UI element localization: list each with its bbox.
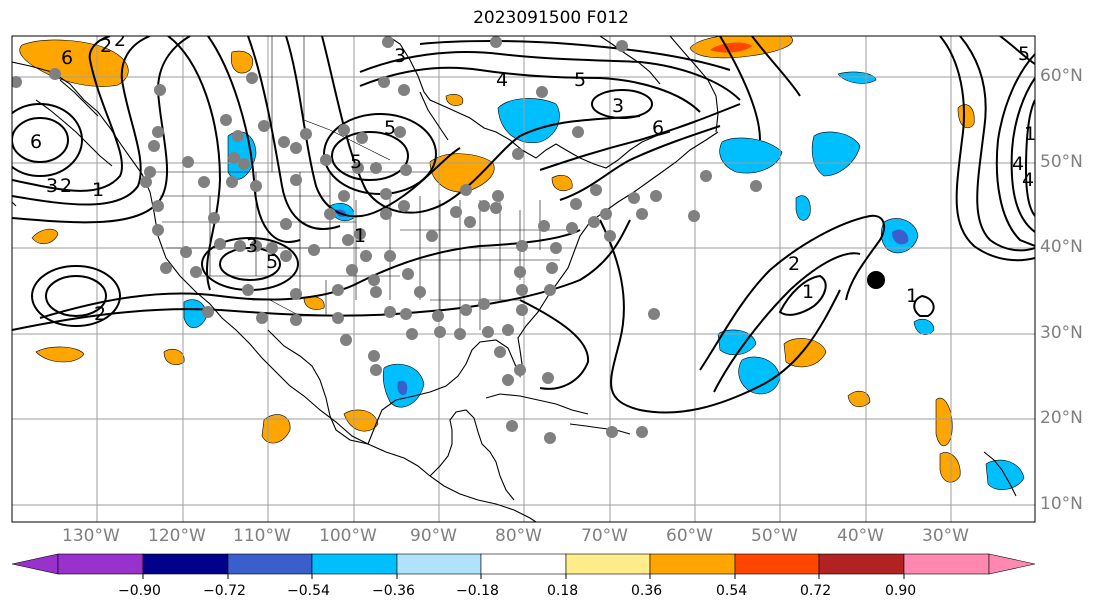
contour-label: 1: [802, 281, 814, 303]
colorbar-extend-min: [11, 553, 59, 575]
contour-label: 4: [1012, 153, 1024, 175]
map-frame: [11, 35, 1036, 523]
colorbar-tick-label: 0.18: [547, 583, 579, 599]
contour-label: 2: [114, 29, 126, 51]
colorbar: [11, 553, 1036, 579]
colorbar-swatch: [142, 553, 229, 575]
colorbar-swatch: [734, 553, 820, 575]
map-title: 2023091500 F012: [473, 8, 629, 28]
contour-label: 5: [266, 251, 278, 273]
contour-label: 1: [354, 225, 366, 247]
contour-label: 4: [1022, 169, 1034, 191]
positive-anomaly-patch: [261, 414, 291, 444]
contour-label: 4: [496, 69, 508, 91]
contour-label: 5: [1018, 43, 1030, 65]
colorbar-swatch: [649, 553, 736, 575]
colorbar-swatch: [227, 553, 313, 575]
latitude-label: 60°N: [1040, 66, 1083, 86]
colorbar-swatch: [396, 553, 482, 575]
longitude-label: 70°W: [581, 526, 628, 546]
positive-anomaly-patch: [163, 349, 185, 365]
contour-value-labels: 6 2 2 1 3 2 6 4 5 3 6 3 5 1 3 2 5 5 2 1 …: [30, 29, 1036, 325]
positive-anomaly-patch: [35, 346, 85, 363]
negative-anomaly-patch: [717, 329, 757, 356]
contour-label: 3: [246, 235, 258, 257]
positive-anomaly-patch: [343, 409, 379, 432]
negative-anomaly-core: [397, 380, 408, 396]
colorbar-tick-label: −0.54: [287, 583, 330, 599]
positive-anomaly-patch: [445, 94, 464, 106]
colorbar-swatch: [903, 553, 990, 575]
contour-label: 6: [652, 117, 664, 139]
positive-anomaly-patch: [551, 175, 573, 191]
positive-anomaly-patch: [957, 104, 975, 129]
positive-anomaly-patch: [230, 50, 254, 74]
contour-label: 2: [100, 35, 112, 57]
latitude-label: 20°N: [1040, 408, 1083, 428]
contour-label: 3: [612, 95, 624, 117]
contour-label: 2: [60, 175, 72, 197]
latitude-label: 40°N: [1040, 237, 1083, 257]
contour-label: 1: [906, 285, 918, 307]
longitude-label: 30°W: [922, 526, 969, 546]
positive-anomaly-patch: [19, 39, 129, 87]
negative-anomaly-patch: [183, 299, 207, 329]
positive-anomaly-patch: [31, 228, 59, 245]
contour-label: 5: [384, 117, 396, 139]
negative-anomaly-core: [892, 229, 909, 245]
colorbar-tick-label: 0.36: [631, 583, 663, 599]
anomaly-shading: [19, 36, 1025, 490]
contour-label: 6: [61, 47, 73, 69]
longitude-label: 90°W: [410, 526, 457, 546]
colorbar-swatch: [565, 553, 651, 575]
longitude-label: 130°W: [62, 526, 120, 546]
storm-center-marker: [867, 271, 885, 289]
longitude-label: 100°W: [319, 526, 377, 546]
observation-stations: [12, 36, 762, 444]
coastlines: [12, 36, 1017, 522]
negative-anomaly-patch: [811, 131, 861, 177]
contour-label: 2: [788, 253, 800, 275]
contour-label: 3: [46, 175, 58, 197]
contour-label: 6: [30, 131, 42, 153]
colorbar-tick-label: 0.72: [800, 583, 832, 599]
longitude-label: 120°W: [148, 526, 206, 546]
positive-anomaly-patch: [847, 390, 871, 408]
contour-label: 1: [92, 179, 104, 201]
longitude-label: 50°W: [751, 526, 798, 546]
contour-label: 1: [1024, 123, 1036, 145]
colorbar-swatch: [480, 553, 567, 575]
negative-anomaly-patch: [795, 195, 811, 221]
colorbar-swatch: [57, 553, 144, 575]
positive-anomaly-patch: [939, 452, 961, 483]
colorbar-extend-max: [988, 553, 1036, 575]
contour-label: 5: [574, 69, 586, 91]
colorbar-tick-label: −0.36: [372, 583, 415, 599]
negative-anomaly-patch: [913, 318, 935, 335]
colorbar-swatch: [818, 553, 905, 575]
colorbar-swatch: [311, 553, 398, 575]
latitude-label: 30°N: [1040, 323, 1083, 343]
longitude-label: 80°W: [495, 526, 542, 546]
negative-anomaly-patch: [719, 137, 783, 174]
longitude-label: 110°W: [233, 526, 291, 546]
colorbar-tick-label: −0.18: [456, 583, 499, 599]
longitude-label: 40°W: [837, 526, 884, 546]
colorbar-tick-label: 0.54: [716, 583, 748, 599]
contour-label: 5: [350, 151, 362, 173]
longitude-label: 60°W: [666, 526, 713, 546]
latitude-label: 10°N: [1040, 494, 1083, 514]
colorbar-tick-label: −0.90: [118, 583, 161, 599]
positive-anomaly-patch: [935, 397, 953, 447]
positive-anomaly-core: [710, 42, 752, 53]
colorbar-tick-label: 0.90: [885, 583, 917, 599]
colorbar-tick-label: −0.72: [203, 583, 246, 599]
contour-label: 2: [94, 303, 106, 325]
contour-label: 3: [394, 45, 406, 67]
negative-anomaly-patch: [738, 356, 781, 395]
latitude-label: 50°N: [1040, 152, 1083, 172]
